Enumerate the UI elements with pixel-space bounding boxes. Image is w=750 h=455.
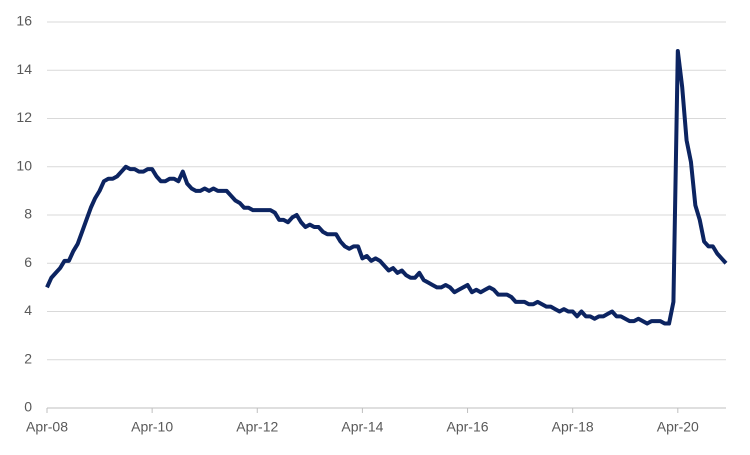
- x-tick-label: Apr-16: [447, 419, 489, 435]
- y-tick-label: 10: [16, 157, 32, 173]
- y-tick-label: 16: [16, 13, 32, 29]
- y-tick-label: 0: [24, 399, 32, 415]
- y-tick-label: 14: [16, 61, 32, 77]
- y-tick-label: 6: [24, 254, 32, 270]
- x-tick-label: Apr-10: [131, 419, 173, 435]
- line: [45, 48, 728, 326]
- x-tick-label: Apr-08: [26, 419, 68, 435]
- y-tick-label: 2: [24, 350, 32, 366]
- y-tick-label: 4: [24, 302, 32, 318]
- x-tick-label: Apr-20: [657, 419, 699, 435]
- y-tick-label: 8: [24, 206, 32, 222]
- x-tick-label: Apr-14: [341, 419, 383, 435]
- x-tick-label: Apr-12: [236, 419, 278, 435]
- x-tick-label: Apr-18: [552, 419, 594, 435]
- y-tick-label: 12: [16, 109, 32, 125]
